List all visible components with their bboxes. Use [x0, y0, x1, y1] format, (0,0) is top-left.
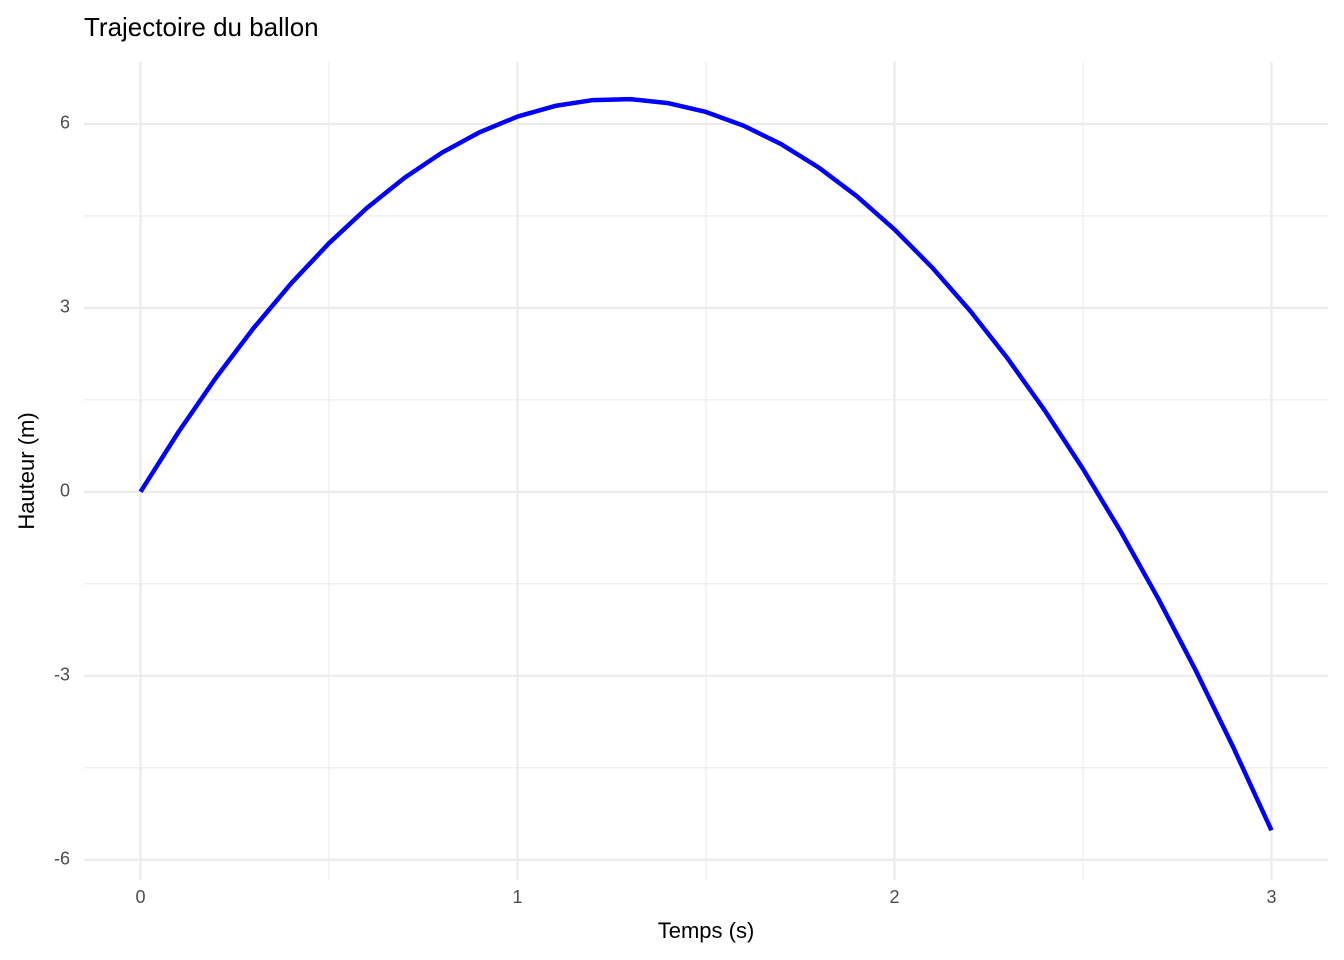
- x-axis-label: Temps (s): [658, 918, 755, 943]
- y-tick-label: 0: [60, 481, 70, 501]
- y-tick-label: 6: [60, 113, 70, 133]
- x-tick-label: 3: [1266, 887, 1276, 907]
- grid: [84, 62, 1328, 880]
- x-tick-label: 1: [513, 887, 523, 907]
- chart-title: Trajectoire du ballon: [84, 12, 319, 42]
- data-line: [138, 96, 1274, 832]
- y-axis-label: Hauteur (m): [14, 412, 39, 529]
- x-tick-label: 0: [136, 887, 146, 907]
- x-tick-label: 2: [889, 887, 899, 907]
- y-tick-label: 3: [60, 297, 70, 317]
- y-tick-label: -6: [54, 849, 70, 869]
- y-tick-label: -3: [54, 665, 70, 685]
